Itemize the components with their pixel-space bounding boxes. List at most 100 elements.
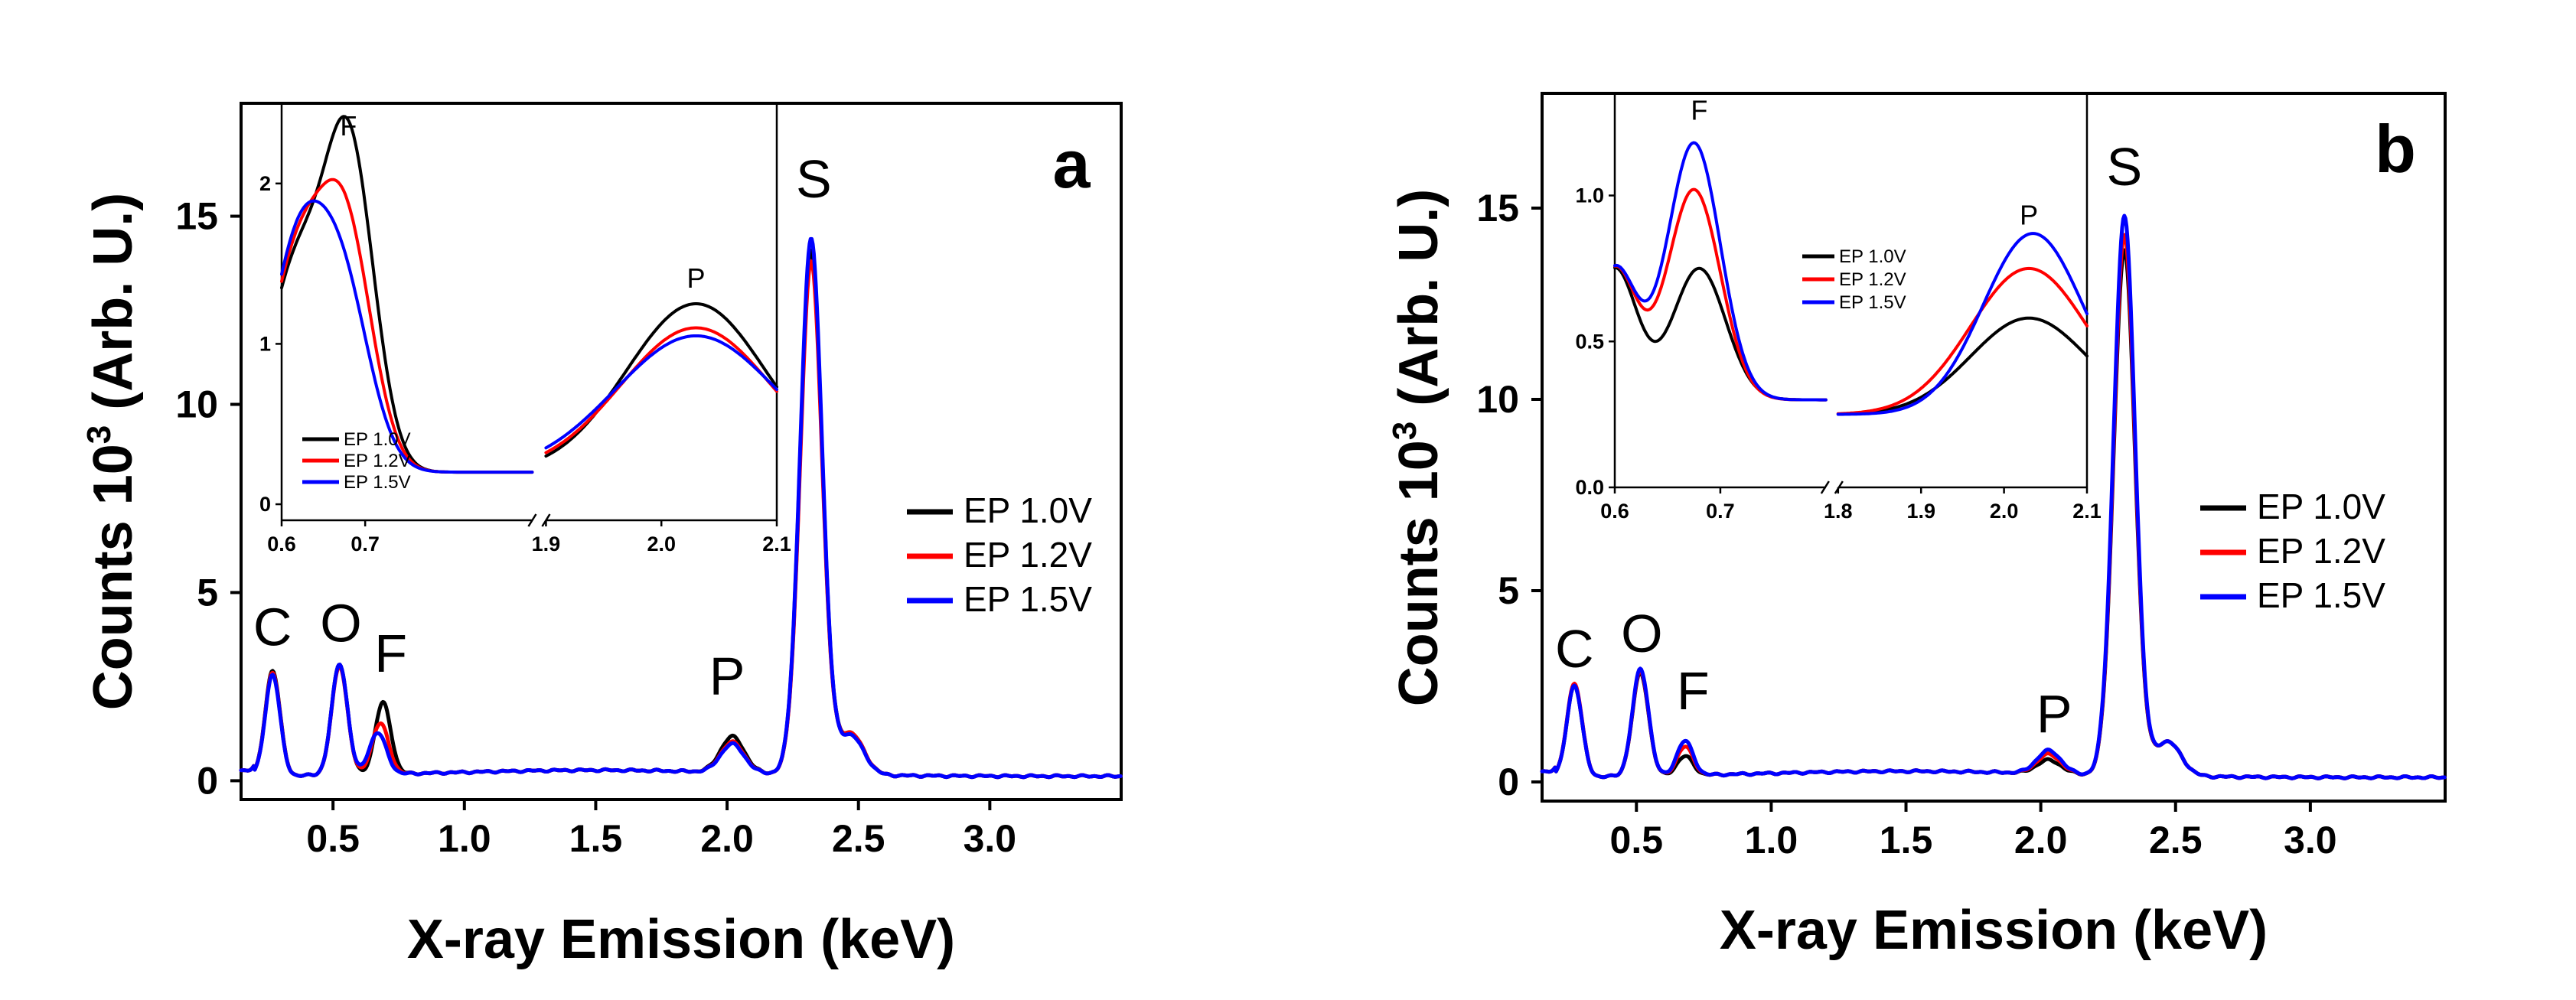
panel-b-y-tick-label: 15 [1476,187,1519,230]
panel-a-inset-legend-label: EP 1.5V [344,472,411,493]
panel-b-inset-peak-label: F [1691,94,1707,125]
panel-b-inset-legend-label: EP 1.5V [1839,292,1906,313]
panel-a-inset-y-tick-label: 1 [259,332,271,355]
panel-b-ticks [1531,207,2312,812]
panel-a-y-axis-label-units: (Arb. U.) [83,193,144,425]
panel-b-peak-label: S [2106,137,2142,197]
panel-a-inset-x-tick-label: 0.6 [267,533,296,555]
panel-b-x-tick-label: 1.5 [1880,819,1933,862]
panel-a-inset-series-line [544,302,778,458]
panel-b-inset-series-line [1613,187,1828,402]
panel-a-axes-frame [240,102,1123,801]
panel-b-peak-label: C [1555,619,1594,679]
panel-b-inset-x-tick-label: 0.7 [1706,500,1735,523]
panel-b-inset-x-tick-label: 1.8 [1824,500,1853,523]
panel-b-legend-label: EP 1.5V [2257,575,2385,615]
panel-b-inset-series-line [1836,266,2089,415]
panel-a-y-tick-label: 10 [175,383,218,426]
panel-b-y-tick-label: 10 [1476,378,1519,421]
panel-b-peak-label: O [1621,604,1662,663]
panel-b-inset-y-tick-label: 1.0 [1575,184,1604,207]
panel-b-y-axis-label-exponent: 3 [1386,422,1423,440]
panel-a-inset-axis-break [527,513,537,527]
panel-a-inset-x-tick-label: 2.1 [762,533,791,555]
panel-a-inset-legend-label: EP 1.2V [344,451,411,471]
panel-a-x-tick-label: 2.5 [832,817,885,860]
panel-b-x-axis-label: X-ray Emission (keV) [1720,900,2268,961]
panel-b-y-axis-label-main: Counts 10 [1388,440,1449,706]
panel-b-inset-series-line [1836,316,2089,416]
panel-b-y-tick-labels: 0 5 10 15 [1476,187,1519,803]
panel-b-x-tick-label: 2.0 [2014,819,2068,862]
panel-b-inset-y-tick-label: 0.0 [1575,476,1604,499]
panel-b-inset-peak-label: P [2020,200,2038,231]
panel-b-legend-label: EP 1.2V [2257,531,2385,571]
panel-a-series-line [239,236,1123,780]
panel-a-peak-labels: C OF P S [253,149,832,705]
panel-b-y-axis-label: Counts 103 (Arb. U.) [1386,189,1449,707]
panel-a-inset-x-tick-label: 2.0 [647,533,676,555]
panel-b-peak-labels: C OF P S [1555,137,2142,744]
panel-a-peak-label: O [320,593,361,653]
panel-b-label: b [2375,111,2416,187]
panel-a-x-tick-label: 0.5 [306,817,360,860]
panel-a-x-tick-label: 1.0 [438,817,491,860]
panel-a-inset-y-tick-label: 2 [259,172,271,195]
panel-a-inset-x-tick-label: 0.7 [351,533,380,555]
panel-a-y-tick-labels: 0 5 10 15 [175,195,218,803]
panel-a-x-tick-labels: 0.5 1.0 1.5 2.0 2.5 3.0 [306,817,1016,860]
panel-a-peak-label: P [709,646,745,705]
panel-a-inset-legend-label: EP 1.0V [344,429,411,450]
panel-a-inset-x-tick-label: 1.9 [532,533,561,555]
panel-b-y-tick-label: 5 [1498,569,1519,612]
panel-a-inset-series-line [544,334,778,450]
panel-a-y-tick-label: 5 [197,571,218,614]
panel-b-inset-series-line [1613,141,1828,402]
panel-b-series-line [1540,213,2447,780]
panel-a-inset-y-tick-label: 0 [259,493,271,516]
panel-b-inset-legend-label: EP 1.2V [1839,269,1906,290]
panel-a-label: a [1053,126,1091,202]
panel-b-inset-series-line [1613,265,1828,402]
panel-a-y-axis-label-main: Counts 10 [83,444,144,710]
panel-a-inset-peak-label: F [340,110,357,142]
panel-b-y-tick-label: 0 [1498,761,1519,803]
panel-a-y-axis-label-exponent: 3 [80,425,118,444]
panel-a-legend-label: EP 1.2V [964,535,1092,575]
panel-a-x-axis-label: X-ray Emission (keV) [407,909,955,970]
panel-b-inset-x-tick-label: 0.6 [1600,500,1629,523]
panel-b-x-tick-label: 2.5 [2149,819,2203,862]
panel-a-inset-series-line [280,178,534,474]
panel-b-inset-axis-break [1820,480,1830,494]
panel-b-inset-y-tick-label: 0.5 [1575,330,1604,353]
panel-a-peak-label: S [796,149,832,209]
panel-a-inset-peak-label: P [686,262,705,294]
panel-b-legend-label: EP 1.0V [2257,487,2385,526]
panel-b-series [1540,213,2447,780]
panel-a-x-tick-label: 2.0 [700,817,754,860]
panel-a-ticks [230,214,992,810]
panel-a-x-tick-label: 3.0 [964,817,1017,860]
panel-b-x-tick-labels: 0.5 1.0 1.5 2.0 2.5 3.0 [1610,819,2337,862]
panel-a-inset-series-line [280,199,534,474]
panel-b-x-tick-label: 3.0 [2284,819,2337,862]
panel-a-y-axis-label: Counts 103 (Arb. U.) [80,193,144,711]
panel-b-x-tick-label: 0.5 [1610,819,1664,862]
panel-b-axes-frame [1541,92,2447,803]
panel-b-inset-series-line [1836,232,2089,416]
panel-a-legend-label: EP 1.0V [964,490,1092,530]
panel-b-inset-legend-label: EP 1.0V [1839,246,1906,267]
panel-b-inset-x-tick-label: 1.9 [1906,500,1935,523]
panel-b-peak-label: P [2036,684,2072,744]
panel-b-peak-label: F [1677,661,1710,721]
panel-b-inset-x-tick-label: 2.0 [1990,500,2019,523]
panel-a-y-tick-label: 0 [197,759,218,802]
panel-b-x-tick-label: 1.0 [1745,819,1798,862]
panel-b-inset-x-tick-label: 2.1 [2072,500,2102,523]
panel-a-peak-label: C [253,597,292,656]
